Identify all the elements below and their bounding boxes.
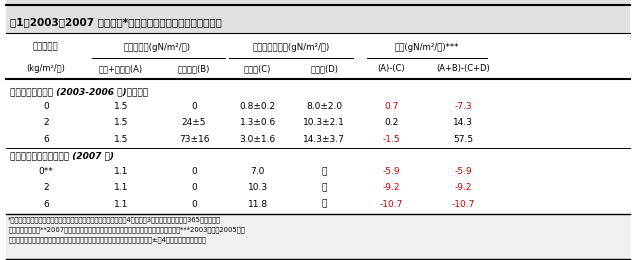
Text: 値として示した。**2007年は牛養堆肥の散布をしていないので前年までの連用量を示す。***2003および2005年は: 値として示した。**2007年は牛養堆肥の散布をしていないので前年までの連用量を… [8,226,245,233]
Text: 6: 6 [43,200,49,209]
Text: 0.8±0.2: 0.8±0.2 [240,102,275,111]
Text: －: － [322,200,327,209]
Text: -10.7: -10.7 [452,200,474,209]
Text: 2: 2 [43,183,48,192]
Text: 表1　2003～2007 年の年間*供給窒素量および持ち出し窒素量: 表1 2003～2007 年の年間*供給窒素量および持ち出し窒素量 [10,17,221,27]
Text: 0: 0 [43,102,49,111]
Text: -1.5: -1.5 [382,135,400,144]
Text: -9.2: -9.2 [382,183,400,192]
Text: 降水+灌漑水(A): 降水+灌漑水(A) [99,64,143,73]
Text: -7.3: -7.3 [454,102,472,111]
Text: 0: 0 [191,102,197,111]
Text: (A)-(C): (A)-(C) [377,64,405,73]
Text: 供給窒素量(gN/m²/年): 供給窒素量(gN/m²/年) [124,43,191,52]
Text: 0.2: 0.2 [384,118,398,127]
Text: 11.8: 11.8 [247,200,268,209]
Text: 牛養堆肥(B): 牛養堆肥(B) [178,64,210,73]
Text: 移植直前等に表面排水しているが収支には含めていない。－は持ち出しを示す。±は4年間の値の標準偏差。: 移植直前等に表面排水しているが収支には含めていない。－は持ち出しを示す。±は4年… [8,236,206,243]
Text: 8.0±2.0: 8.0±2.0 [307,102,342,111]
Text: -5.9: -5.9 [382,167,400,176]
Text: 1.3±0.6: 1.3±0.6 [240,118,275,127]
FancyBboxPatch shape [6,214,630,259]
FancyBboxPatch shape [6,0,630,32]
Text: 0: 0 [191,183,197,192]
Text: 1.1: 1.1 [114,167,128,176]
Text: 堆肥連用量: 堆肥連用量 [33,43,59,52]
Text: 0.7: 0.7 [384,102,398,111]
Text: 0: 0 [191,200,197,209]
Text: 24±5: 24±5 [182,118,206,127]
Text: 73±16: 73±16 [179,135,209,144]
Text: 7.0: 7.0 [251,167,265,176]
Text: *堆肥散布年は堆肥散布日から翌年の堆肥散布前日まで、その他は4月から翌3月までを一年とし、365日当たりの: *堆肥散布年は堆肥散布日から翌年の堆肥散布前日まで、その他は4月から翌3月までを… [8,216,221,223]
Text: -9.2: -9.2 [454,183,472,192]
Text: 1.1: 1.1 [114,200,128,209]
Text: 3.0±1.6: 3.0±1.6 [240,135,275,144]
Text: 1.5: 1.5 [114,102,128,111]
Text: 1.1: 1.1 [114,183,128,192]
Text: 飼料イネ作付け年 (2003-2006 年)の平均値: 飼料イネ作付け年 (2003-2006 年)の平均値 [10,87,148,96]
Text: 無堆肥・休耕・無灌漑年 (2007 年): 無堆肥・休耕・無灌漑年 (2007 年) [10,152,114,160]
Text: -5.9: -5.9 [454,167,472,176]
Text: 収支(gN/m²/年)***: 収支(gN/m²/年)*** [395,43,459,52]
Text: 流出量(C): 流出量(C) [244,64,272,73]
Text: －: － [322,167,327,176]
Text: (A+B)-(C+D): (A+B)-(C+D) [436,64,490,73]
Text: 1.5: 1.5 [114,118,128,127]
Text: 14.3±3.7: 14.3±3.7 [303,135,345,144]
Text: 1.5: 1.5 [114,135,128,144]
Text: 2: 2 [43,118,48,127]
Text: 0: 0 [191,167,197,176]
Text: 10.3±2.1: 10.3±2.1 [303,118,345,127]
Text: 吸収量(D): 吸収量(D) [310,64,338,73]
Text: 0**: 0** [38,167,53,176]
Text: －: － [322,183,327,192]
Text: 6: 6 [43,135,49,144]
Text: (kg/m²/年): (kg/m²/年) [26,64,66,73]
Text: 10.3: 10.3 [247,183,268,192]
Text: 持ち出し窒素量(gN/m²/年): 持ち出し窒素量(gN/m²/年) [252,43,329,52]
Text: -10.7: -10.7 [380,200,403,209]
Text: 14.3: 14.3 [453,118,473,127]
Text: 57.5: 57.5 [453,135,473,144]
